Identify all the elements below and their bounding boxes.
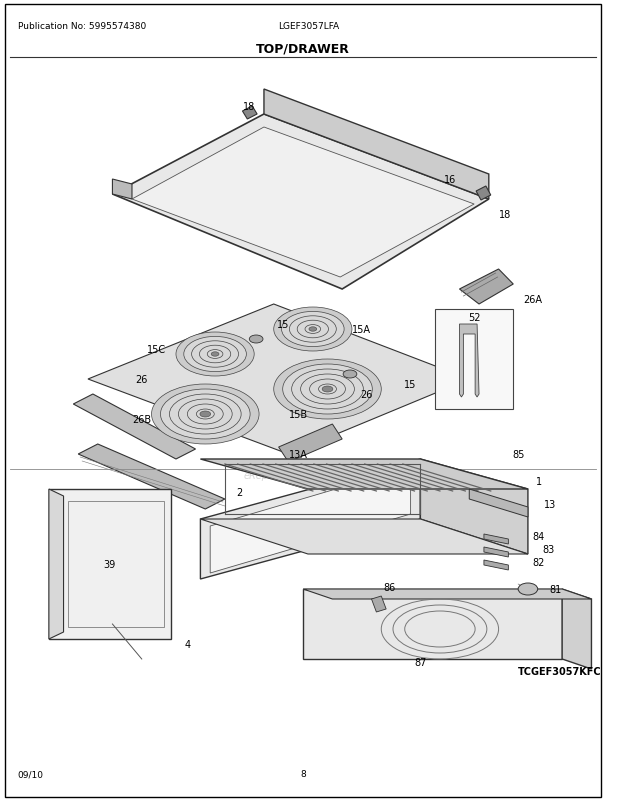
Text: 81: 81 (549, 585, 562, 594)
Polygon shape (371, 596, 386, 612)
Text: 8: 8 (300, 770, 306, 779)
Text: 52: 52 (468, 313, 481, 322)
Polygon shape (420, 460, 528, 554)
Ellipse shape (187, 404, 223, 424)
Polygon shape (435, 310, 513, 410)
Ellipse shape (197, 410, 215, 419)
Text: Publication No: 5995574380: Publication No: 5995574380 (17, 22, 146, 31)
Ellipse shape (343, 371, 357, 379)
Ellipse shape (249, 335, 263, 343)
Ellipse shape (207, 350, 223, 359)
Polygon shape (78, 444, 225, 509)
Ellipse shape (176, 333, 254, 376)
Polygon shape (484, 561, 508, 570)
Ellipse shape (161, 390, 250, 439)
Polygon shape (303, 589, 591, 599)
Text: 15: 15 (404, 379, 417, 390)
Ellipse shape (200, 346, 231, 363)
Ellipse shape (281, 312, 344, 347)
Text: 26: 26 (360, 390, 373, 399)
Ellipse shape (290, 317, 336, 342)
Ellipse shape (297, 321, 329, 338)
Text: 26B: 26B (132, 415, 151, 424)
Ellipse shape (322, 387, 333, 392)
Ellipse shape (184, 337, 246, 372)
Text: 16: 16 (443, 175, 456, 184)
Text: 13: 13 (544, 500, 556, 509)
Ellipse shape (169, 395, 241, 435)
Ellipse shape (274, 308, 352, 351)
Text: eReplacementParts.com: eReplacementParts.com (243, 471, 363, 480)
Text: TCGEF3057KFC: TCGEF3057KFC (518, 666, 602, 676)
Ellipse shape (192, 342, 239, 368)
Text: 82: 82 (533, 557, 545, 567)
Polygon shape (73, 395, 195, 460)
Text: 85: 85 (512, 449, 525, 460)
Text: 26: 26 (136, 375, 148, 384)
Text: 83: 83 (542, 545, 555, 554)
Ellipse shape (274, 359, 381, 419)
Text: 84: 84 (533, 532, 545, 541)
Ellipse shape (179, 399, 232, 429)
Text: 13A: 13A (289, 449, 308, 460)
Text: 15B: 15B (289, 410, 308, 419)
Polygon shape (469, 489, 528, 517)
Text: 87: 87 (414, 657, 427, 667)
Polygon shape (459, 269, 513, 305)
Ellipse shape (309, 379, 345, 399)
Text: 15C: 15C (147, 345, 166, 354)
Ellipse shape (283, 365, 373, 415)
Ellipse shape (305, 325, 321, 334)
Polygon shape (264, 90, 489, 200)
Polygon shape (242, 107, 257, 119)
Polygon shape (484, 534, 508, 545)
Ellipse shape (518, 583, 538, 595)
Text: 86: 86 (383, 582, 395, 592)
Polygon shape (484, 547, 508, 557)
Polygon shape (200, 460, 528, 489)
Polygon shape (200, 460, 420, 579)
Polygon shape (112, 115, 489, 290)
Polygon shape (459, 325, 479, 398)
Text: 2: 2 (236, 488, 242, 497)
Ellipse shape (301, 375, 355, 404)
Polygon shape (49, 489, 171, 639)
Polygon shape (562, 589, 591, 669)
Text: LGEF3057LFA: LGEF3057LFA (278, 22, 340, 31)
Ellipse shape (200, 411, 211, 418)
Polygon shape (112, 180, 132, 200)
Text: 26A: 26A (523, 294, 542, 305)
Text: 18: 18 (243, 102, 255, 111)
Text: TOP/DRAWER: TOP/DRAWER (256, 42, 350, 55)
Text: 09/10: 09/10 (17, 770, 43, 779)
Polygon shape (88, 305, 469, 455)
Text: 1: 1 (536, 476, 542, 486)
Polygon shape (49, 489, 63, 639)
Text: 15A: 15A (352, 325, 371, 334)
Polygon shape (132, 128, 474, 277)
Text: 4: 4 (185, 639, 191, 649)
Ellipse shape (211, 352, 219, 357)
Text: 18: 18 (498, 210, 511, 220)
Ellipse shape (309, 327, 317, 332)
Polygon shape (303, 589, 562, 659)
Polygon shape (200, 520, 528, 554)
Polygon shape (476, 187, 491, 200)
Text: 15: 15 (277, 320, 290, 330)
Polygon shape (210, 468, 410, 573)
Ellipse shape (291, 370, 363, 410)
Text: 39: 39 (104, 559, 115, 569)
Ellipse shape (151, 384, 259, 444)
Polygon shape (278, 424, 342, 463)
Ellipse shape (319, 384, 337, 395)
